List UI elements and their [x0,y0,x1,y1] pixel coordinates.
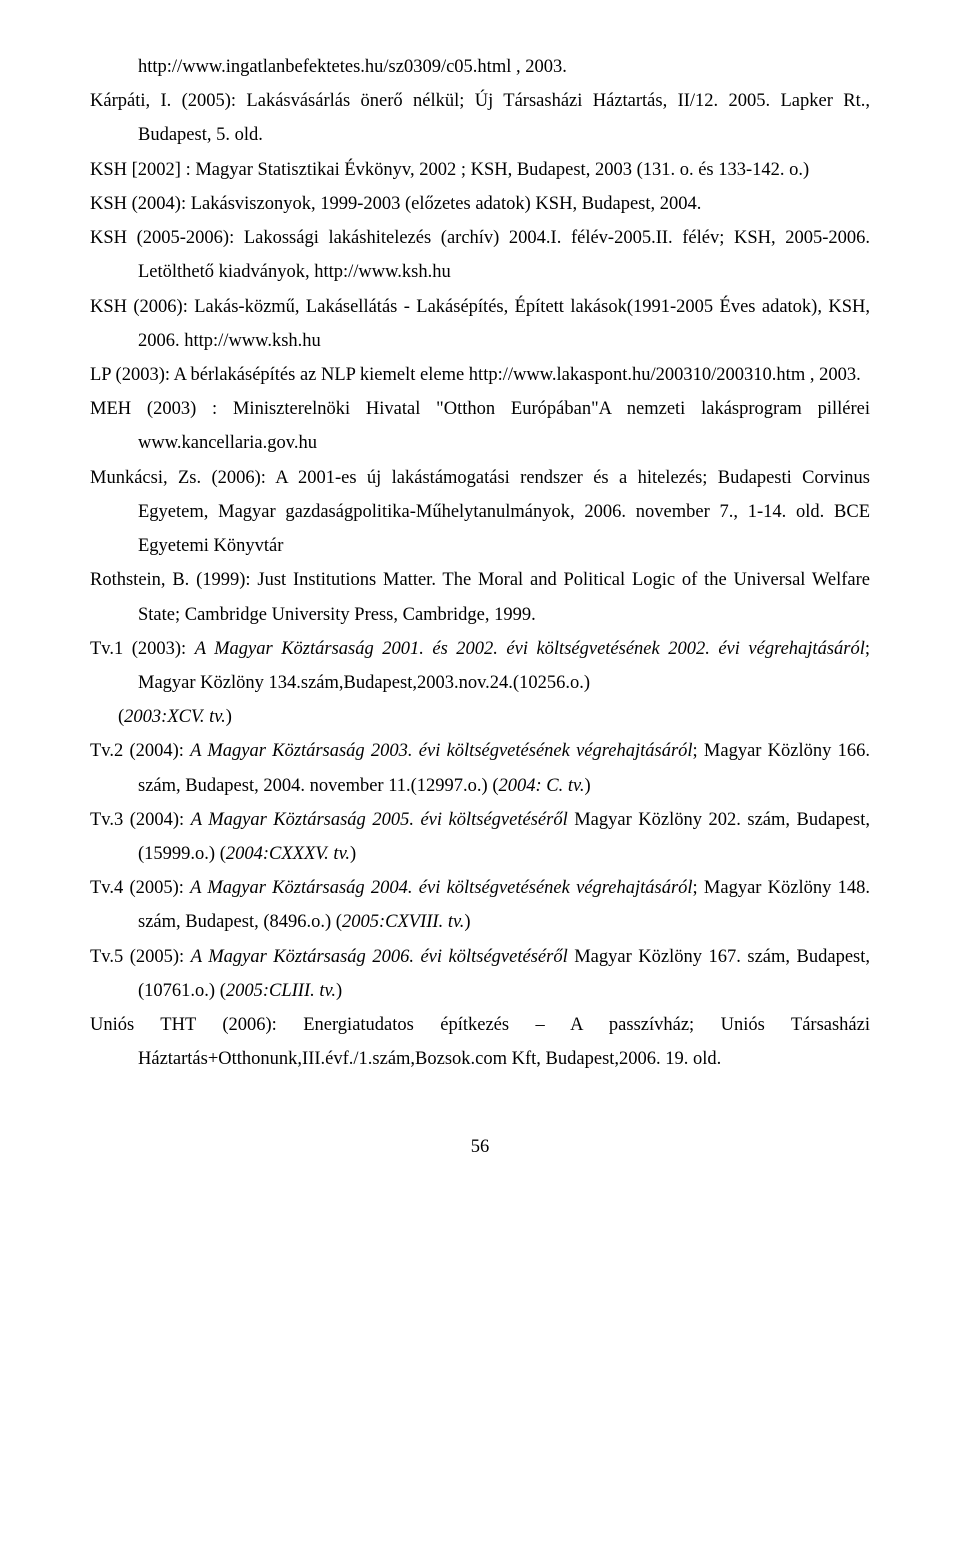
page-number: 56 [90,1137,870,1158]
ref-ksh-2004: KSH (2004): Lakásviszonyok, 1999-2003 (e… [90,187,870,221]
ref-tv1-2003: Tv.1 (2003): A Magyar Köztársaság 2001. … [90,632,870,700]
ref-tv5-2005: Tv.5 (2005): A Magyar Köztársaság 2006. … [90,940,870,1008]
tv3-title: A Magyar Köztársaság 2005. évi költségve… [191,810,568,830]
ref-tv3-2004: Tv.3 (2004): A Magyar Köztársaság 2005. … [90,803,870,871]
ref-ksh-2005-2006: KSH (2005-2006): Lakossági lakáshitelezé… [90,221,870,289]
ref-lp-2003: LP (2003): A bérlakásépítés az NLP kieme… [90,358,870,392]
page-content: http://www.ingatlanbefektetes.hu/sz0309/… [0,0,960,1198]
tv1-prefix: Tv.1 (2003): [90,639,195,659]
ref-tv2-2004: Tv.2 (2004): A Magyar Köztársaság 2003. … [90,734,870,802]
tv1-title: A Magyar Köztársaság 2001. és 2002. évi … [195,639,865,659]
tv2-act: 2004: C. tv. [499,776,585,796]
tv5-paren-close: ) [336,981,342,1001]
tv2-title: A Magyar Köztársaság 2003. évi költségve… [190,741,692,761]
tv5-title: A Magyar Köztársaság 2006. évi költségve… [191,947,568,967]
tv1-act: 2003:XCV. tv. [124,707,226,727]
ref-munkacsi-2006: Munkácsi, Zs. (2006): A 2001-es új lakás… [90,461,870,564]
tv2-prefix: Tv.2 (2004): [90,741,190,761]
ref-unios-tht-2006: Uniós THT (2006): Energiatudatos építkez… [90,1008,870,1076]
tv2-paren-close: ) [585,776,591,796]
tv4-paren-close: ) [464,912,470,932]
tv5-act: 2005:CLIII. tv. [226,981,336,1001]
ref-rothstein-1999: Rothstein, B. (1999): Just Institutions … [90,563,870,631]
ref-meh-2003: MEH (2003) : Miniszterelnöki Hivatal "Ot… [90,392,870,460]
tv3-prefix: Tv.3 (2004): [90,810,191,830]
ref-ksh-2006: KSH (2006): Lakás-közmű, Lakásellátás - … [90,290,870,358]
tv3-paren-close: ) [350,844,356,864]
tv4-prefix: Tv.4 (2005): [90,878,190,898]
ref-karpati-2005: Kárpáti, I. (2005): Lakásvásárlás önerő … [90,84,870,152]
tv4-title: A Magyar Köztársaság 2004. évi költségve… [190,878,692,898]
tv4-act: 2005:CXVIII. tv. [342,912,464,932]
tv3-act: 2004:CXXXV. tv. [226,844,350,864]
tv5-prefix: Tv.5 (2005): [90,947,191,967]
ref-continuation-url: http://www.ingatlanbefektetes.hu/sz0309/… [90,50,870,84]
tv1-paren-close: ) [226,707,232,727]
ref-tv1-actnum: (2003:XCV. tv.) [90,700,870,734]
ref-ksh-2002: KSH [2002] : Magyar Statisztikai Évkönyv… [90,153,870,187]
ref-tv4-2005: Tv.4 (2005): A Magyar Köztársaság 2004. … [90,871,870,939]
